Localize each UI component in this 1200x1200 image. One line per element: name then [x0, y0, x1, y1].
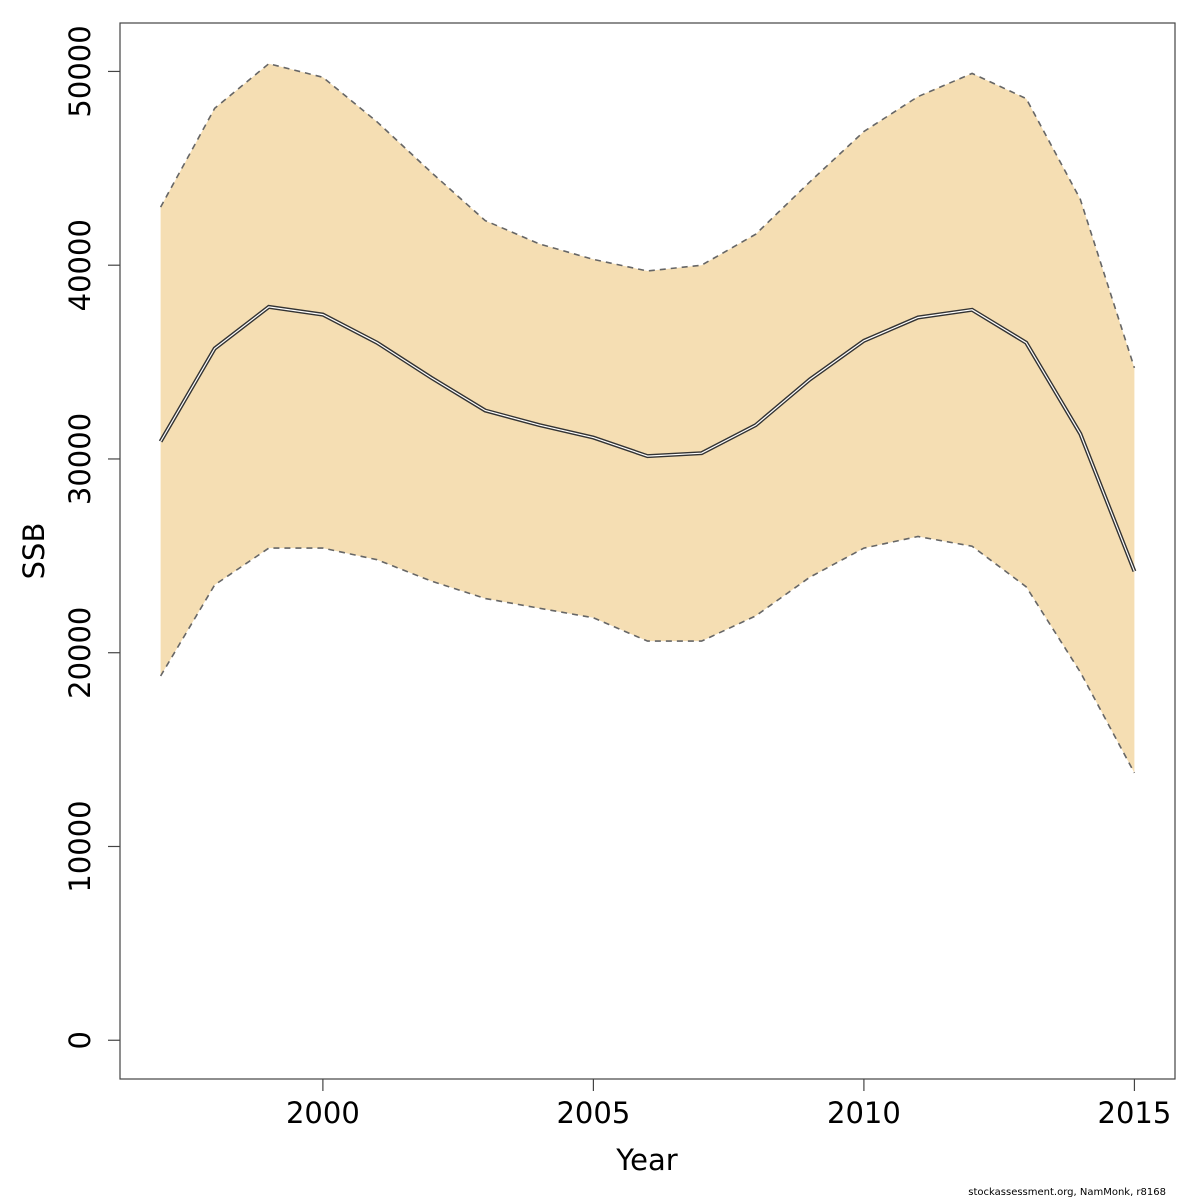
x-tick-label: 2015 — [1098, 1096, 1172, 1130]
y-tick-label: 40000 — [63, 219, 97, 311]
x-axis: 2000 2005 2010 2015 — [286, 1079, 1171, 1130]
x-tick-label: 2005 — [556, 1096, 630, 1130]
footer-credit: stockassessment.org, NamMonk, r8168 — [968, 1187, 1166, 1198]
y-tick-label: 30000 — [63, 413, 97, 505]
y-axis-label: SSB — [17, 523, 51, 580]
ssb-estimate-line-inner — [160, 306, 1135, 572]
y-tick-label: 20000 — [63, 607, 97, 699]
x-tick-label: 2010 — [827, 1096, 901, 1130]
x-tick-label: 2000 — [286, 1096, 360, 1130]
y-tick-label: 0 — [63, 1031, 97, 1049]
lower-bound-line — [159, 535, 1136, 774]
y-tick-label: 50000 — [63, 25, 97, 117]
plot-frame — [119, 22, 1176, 1080]
y-axis: 0 10000 20000 30000 40000 50000 — [63, 25, 120, 1049]
confidence-band — [160, 63, 1135, 773]
x-axis-label: Year — [615, 1143, 677, 1177]
y-tick-label: 10000 — [63, 800, 97, 892]
upper-bound-line — [159, 62, 1136, 369]
